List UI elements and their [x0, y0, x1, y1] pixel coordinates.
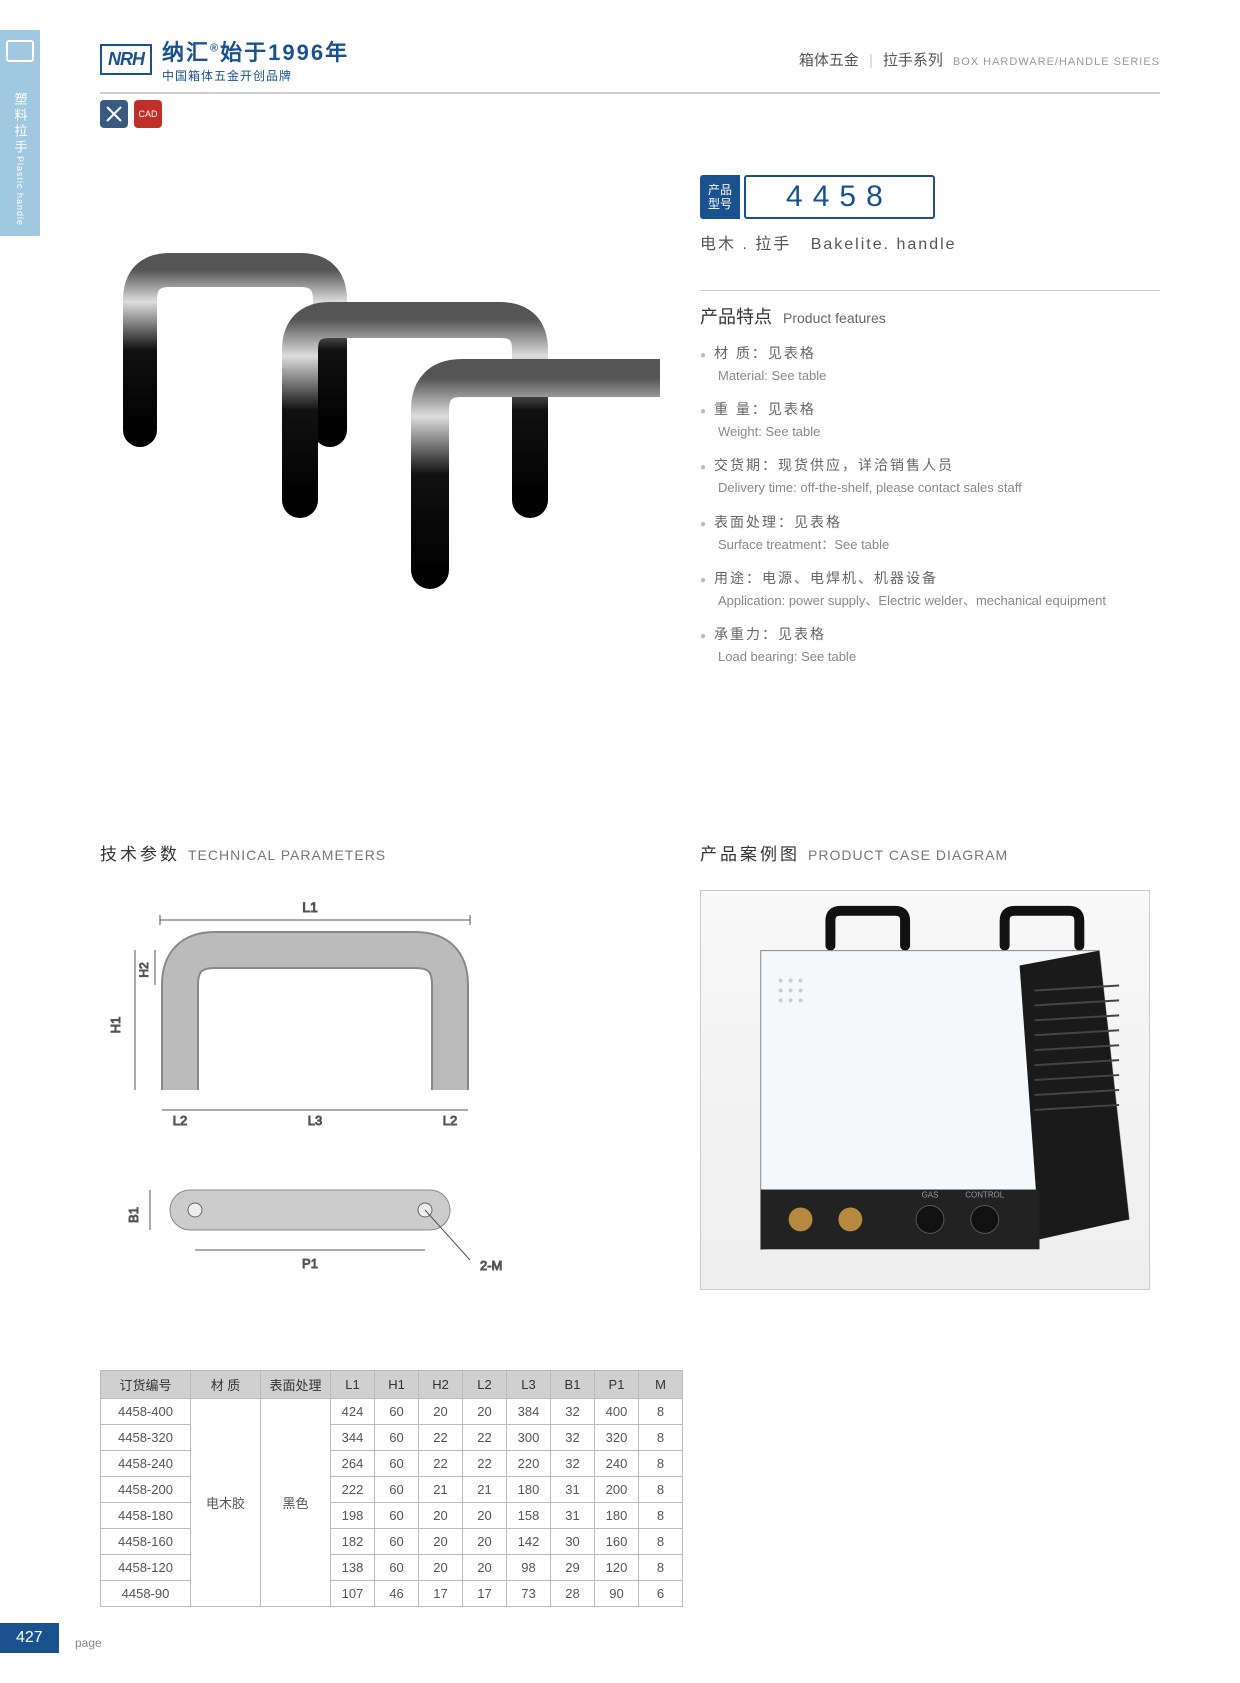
feature-item: 承重力：见表格 Load bearing: See table — [700, 624, 1160, 666]
technical-diagram: L1 H1 H2 L2 L3 L2 B1 P1 2-M — [100, 890, 520, 1355]
cad-icon: CAD — [134, 100, 162, 128]
product-case-diagram: GAS CONTROL — [700, 890, 1150, 1290]
feature-en: Surface treatment：See table — [718, 536, 1160, 554]
feature-en: Application: power supply、Electric welde… — [718, 592, 1160, 610]
feature-cn: 承重力：见表格 — [700, 624, 1160, 644]
side-tab-icon — [6, 40, 34, 62]
table-row: 4458-160182602020142301608 — [101, 1529, 683, 1555]
header: NRH 纳汇®始于1996年 中国箱体五金开创品牌 箱体五金 | 拉手系列 BO… — [100, 35, 1160, 94]
feature-en: Material: See table — [718, 367, 1160, 385]
svg-text:L2: L2 — [443, 1113, 457, 1128]
table-row: 4458-12013860202098291208 — [101, 1555, 683, 1581]
feature-item: 用途：电源、电焊机、机器设备 Application: power supply、… — [700, 568, 1160, 610]
feature-en: Load bearing: See table — [718, 648, 1160, 666]
table-row: 4458-901074617177328906 — [101, 1581, 683, 1607]
svg-text:P1: P1 — [302, 1256, 318, 1271]
table-header: 材 质 — [191, 1371, 261, 1399]
table-header: L3 — [507, 1371, 551, 1399]
table-header: 订货编号 — [101, 1371, 191, 1399]
feature-en: Weight: See table — [718, 423, 1160, 441]
header-cn2: 拉手系列 — [883, 49, 943, 70]
feature-en: Delivery time: off-the-shelf, please con… — [718, 479, 1160, 497]
svg-text:B1: B1 — [126, 1207, 141, 1223]
parameters-table: 订货编号材 质表面处理L1H1H2L2L3B1P1M4458-400电木胶黑色4… — [100, 1370, 683, 1607]
page-number: 427 — [0, 1623, 59, 1653]
feature-cn: 重 量：见表格 — [700, 399, 1160, 419]
svg-text:L2: L2 — [173, 1113, 187, 1128]
table-header: H2 — [419, 1371, 463, 1399]
logo-sub: 中国箱体五金开创品牌 — [162, 67, 349, 84]
model-row: 产品型号 4458 — [700, 175, 935, 219]
icon-row: CAD — [100, 100, 162, 128]
side-tab-cn: 塑料拉手 — [11, 92, 30, 156]
svg-text:L1: L1 — [302, 899, 318, 915]
table-header: M — [639, 1371, 683, 1399]
feature-cn: 材 质：见表格 — [700, 343, 1160, 363]
feature-item: 交货期：现货供应，详洽销售人员 Delivery time: off-the-sh… — [700, 455, 1160, 497]
table-header: H1 — [375, 1371, 419, 1399]
table-row: 4458-240264602222220322408 — [101, 1451, 683, 1477]
page-label: page — [75, 1636, 102, 1650]
table-header: L2 — [463, 1371, 507, 1399]
header-category: 箱体五金 | 拉手系列 BOX HARDWARE/HANDLE SERIES — [799, 49, 1160, 70]
case-title: 产品案例图PRODUCT CASE DIAGRAM — [700, 840, 1008, 865]
table-row: 4458-180198602020158311808 — [101, 1503, 683, 1529]
model-label: 产品型号 — [700, 175, 740, 219]
feature-item: 材 质：见表格 Material: See table — [700, 343, 1160, 385]
model-number: 4458 — [744, 175, 935, 219]
feature-item: 重 量：见表格 Weight: See table — [700, 399, 1160, 441]
table-row: 4458-200222602121180312008 — [101, 1477, 683, 1503]
logo-cn: 纳汇®始于1996年 — [162, 35, 349, 67]
svg-text:CONTROL: CONTROL — [965, 1191, 1004, 1200]
features-title: 产品特点 Product features — [700, 290, 1160, 329]
side-tab: 塑料拉手 Plastic handle — [0, 30, 40, 236]
tool-icon — [100, 100, 128, 128]
feature-cn: 交货期：现货供应，详洽销售人员 — [700, 455, 1160, 475]
side-tab-en: Plastic handle — [15, 156, 25, 226]
svg-text:L3: L3 — [308, 1113, 322, 1128]
table-row: 4458-320344602222300323208 — [101, 1425, 683, 1451]
feature-cn: 表面处理：见表格 — [700, 512, 1160, 532]
table-header: L1 — [331, 1371, 375, 1399]
product-photo — [100, 210, 660, 630]
svg-text:H1: H1 — [108, 1017, 123, 1034]
header-cn1: 箱体五金 — [799, 49, 859, 70]
header-en: BOX HARDWARE/HANDLE SERIES — [953, 56, 1160, 68]
features: 产品特点 Product features 材 质：见表格 Material: S… — [700, 290, 1160, 680]
table-header: 表面处理 — [261, 1371, 331, 1399]
svg-text:2-M: 2-M — [480, 1258, 502, 1273]
logo: NRH 纳汇®始于1996年 中国箱体五金开创品牌 — [100, 35, 349, 84]
svg-text:H2: H2 — [137, 962, 151, 978]
table-row: 4458-400电木胶黑色424602020384324008 — [101, 1399, 683, 1425]
tech-params-title: 技术参数TECHNICAL PARAMETERS — [100, 840, 386, 865]
product-name: 电木 . 拉手 Bakelite. handle — [700, 230, 957, 254]
table-header: P1 — [595, 1371, 639, 1399]
feature-cn: 用途：电源、电焊机、机器设备 — [700, 568, 1160, 588]
svg-text:GAS: GAS — [922, 1191, 939, 1200]
table-header: B1 — [551, 1371, 595, 1399]
logo-mark: NRH — [100, 44, 152, 75]
feature-item: 表面处理：见表格 Surface treatment：See table — [700, 512, 1160, 554]
